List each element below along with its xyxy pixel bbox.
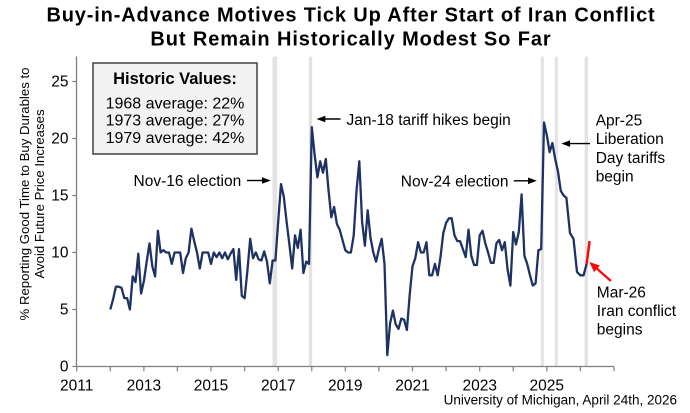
svg-text:Nov-24 election: Nov-24 election [401,174,509,191]
svg-text:% Reporting Good Time to Buy D: % Reporting Good Time to Buy Durables to [17,68,32,321]
svg-text:2025: 2025 [530,377,564,394]
svg-text:begin: begin [596,168,634,185]
svg-text:Liberation: Liberation [596,131,664,148]
svg-text:25: 25 [51,73,68,90]
svg-text:Historic Values:: Historic Values: [113,70,237,88]
svg-text:Day tariffs: Day tariffs [596,150,666,167]
svg-text:10: 10 [51,244,69,261]
svg-text:begins: begins [597,321,643,338]
svg-text:Apr-25: Apr-25 [596,112,643,129]
svg-text:Avoid Future Price Increases: Avoid Future Price Increases [32,109,47,278]
svg-text:2015: 2015 [194,377,228,394]
svg-text:Nov-16 election: Nov-16 election [134,173,242,190]
svg-text:2017: 2017 [261,377,295,394]
svg-text:University of Michigan, April: University of Michigan, April 24th, 2026 [444,392,677,407]
svg-text:1973 average: 27%: 1973 average: 27% [106,113,245,130]
svg-text:Buy-in-Advance Motives Tick Up: Buy-in-Advance Motives Tick Up After Sta… [46,5,655,27]
svg-text:Jan-18 tariff hikes begin: Jan-18 tariff hikes begin [347,112,511,129]
svg-text:2021: 2021 [395,377,429,394]
svg-text:20: 20 [51,130,69,147]
svg-text:2023: 2023 [462,377,496,394]
svg-text:1979 average: 42%: 1979 average: 42% [106,130,245,147]
svg-text:1968 average: 22%: 1968 average: 22% [106,95,245,112]
svg-text:2019: 2019 [328,377,362,394]
svg-text:2013: 2013 [127,377,161,394]
svg-text:But Remain Historically Modest: But Remain Historically Modest So Far [150,29,551,51]
svg-text:Mar-26: Mar-26 [597,284,646,301]
svg-text:2011: 2011 [60,377,93,394]
svg-text:0: 0 [60,358,69,375]
svg-text:15: 15 [51,187,68,204]
svg-text:5: 5 [60,301,69,318]
svg-text:Iran conflict: Iran conflict [597,303,677,320]
